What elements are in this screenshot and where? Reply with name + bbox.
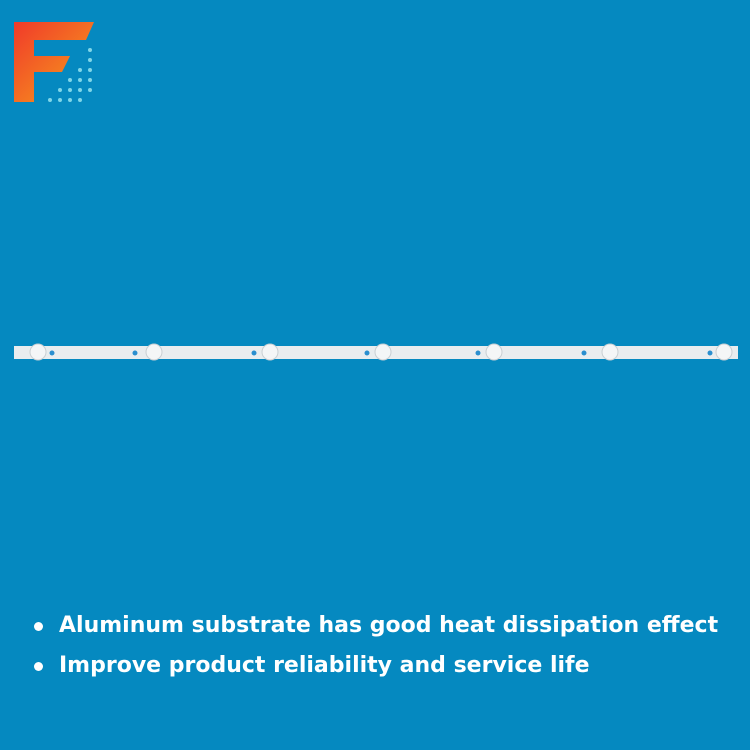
led-strip <box>14 343 738 361</box>
feature-list: Aluminum substrate has good heat dissipa… <box>30 606 718 686</box>
feature: Improve product reliability and service … <box>30 646 718 686</box>
feature: Aluminum substrate has good heat dissipa… <box>30 606 718 646</box>
logo <box>14 22 94 102</box>
